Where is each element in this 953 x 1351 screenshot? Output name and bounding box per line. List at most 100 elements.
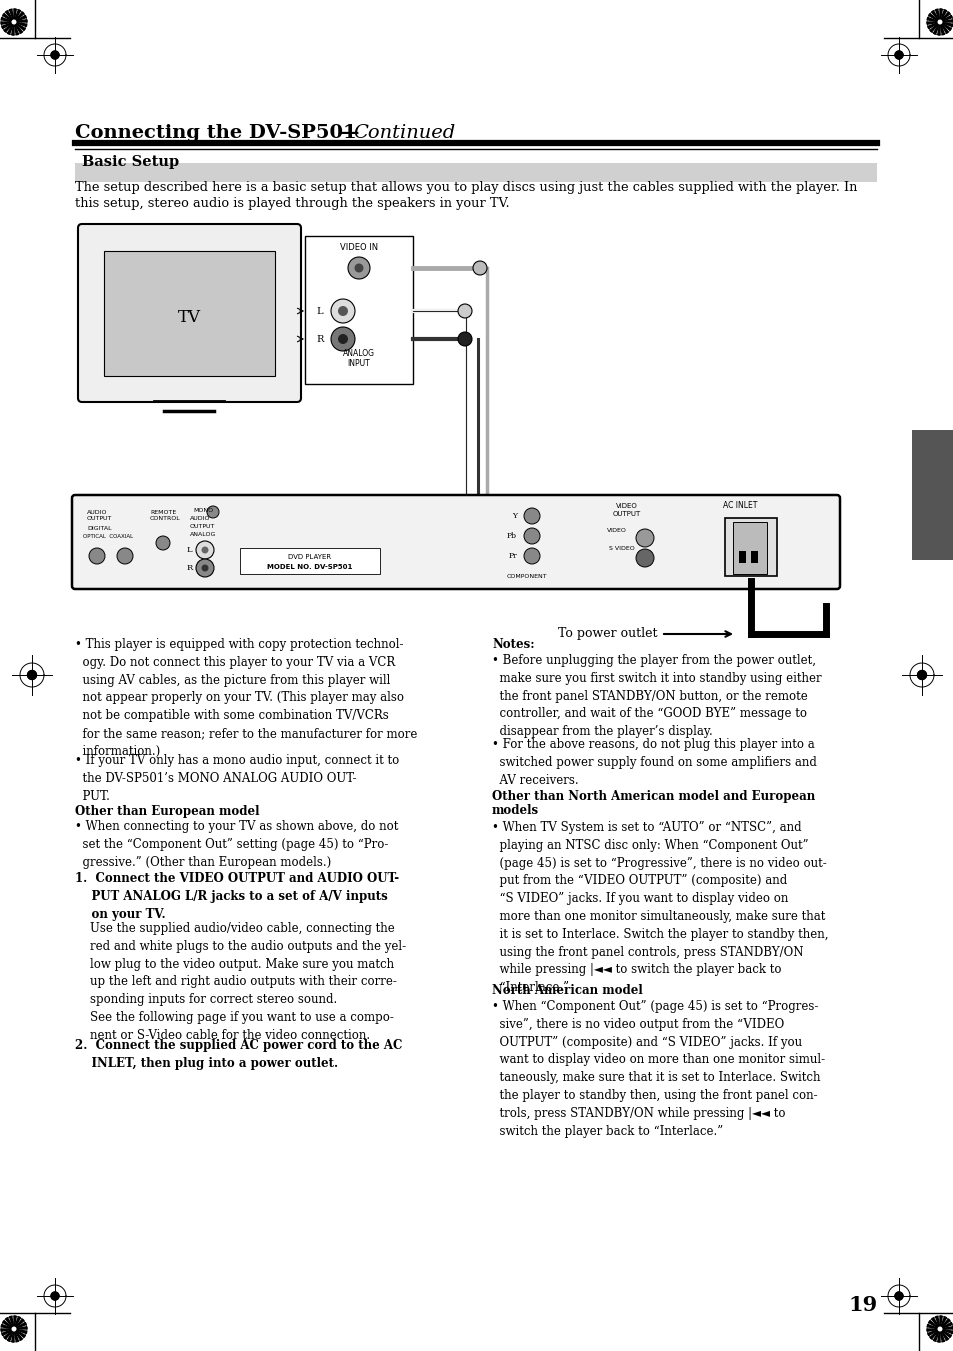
Text: • When TV System is set to “AUTO” or “NTSC”, and
  playing an NTSC disc only: Wh: • When TV System is set to “AUTO” or “NT…	[492, 821, 827, 994]
Circle shape	[523, 549, 539, 563]
Polygon shape	[929, 22, 939, 32]
Bar	[305, 236, 413, 384]
Polygon shape	[8, 1329, 14, 1342]
Text: OUTPUT: OUTPUT	[612, 511, 640, 517]
Text: VIDEO: VIDEO	[606, 528, 626, 534]
Text: COMPONENT: COMPONENT	[506, 574, 547, 580]
Bar	[240, 549, 379, 574]
Polygon shape	[32, 670, 36, 676]
Polygon shape	[928, 14, 939, 22]
Text: VIDEO IN: VIDEO IN	[339, 243, 377, 253]
Text: INPUT: INPUT	[347, 359, 370, 367]
Polygon shape	[933, 22, 939, 34]
Bar	[724, 517, 776, 576]
Text: • When “Component Out” (page 45) is set to “Progres-
  sive”, there is no video : • When “Component Out” (page 45) is set …	[492, 1000, 824, 1138]
Text: VIDEO: VIDEO	[616, 503, 638, 509]
Polygon shape	[14, 22, 25, 30]
Text: North American model: North American model	[492, 984, 642, 997]
Text: ANALOG: ANALOG	[343, 349, 375, 358]
Polygon shape	[3, 14, 14, 22]
Polygon shape	[14, 20, 27, 22]
Text: AC INLET: AC INLET	[722, 501, 757, 509]
Polygon shape	[898, 51, 902, 55]
Polygon shape	[1, 18, 14, 22]
Polygon shape	[935, 9, 939, 22]
Polygon shape	[898, 1292, 902, 1296]
Polygon shape	[14, 22, 18, 35]
Text: ANALOG: ANALOG	[190, 532, 216, 536]
Circle shape	[937, 19, 942, 24]
Polygon shape	[14, 1316, 16, 1329]
Circle shape	[331, 327, 355, 351]
Text: • This player is equipped with copy protection technol-
  ogy. Do not connect th: • This player is equipped with copy prot…	[75, 638, 417, 758]
Polygon shape	[4, 22, 14, 32]
Polygon shape	[929, 1329, 939, 1339]
Bar	[739, 551, 745, 563]
Circle shape	[937, 1327, 942, 1332]
Text: • Before unplugging the player from the power outlet,
  make sure you first swit: • Before unplugging the player from the …	[492, 654, 821, 738]
Polygon shape	[14, 9, 20, 22]
Circle shape	[156, 536, 170, 550]
Circle shape	[457, 304, 472, 317]
Polygon shape	[921, 676, 925, 680]
Text: Pb: Pb	[506, 532, 517, 540]
Polygon shape	[931, 1317, 939, 1329]
Circle shape	[636, 549, 654, 567]
Polygon shape	[14, 1329, 25, 1337]
Circle shape	[201, 547, 209, 554]
Text: Y: Y	[512, 512, 517, 520]
Polygon shape	[894, 1296, 898, 1300]
Polygon shape	[926, 22, 939, 24]
Text: Other than European model: Other than European model	[75, 805, 259, 817]
Polygon shape	[10, 9, 14, 22]
Polygon shape	[55, 1292, 59, 1296]
Polygon shape	[8, 22, 14, 34]
Text: R: R	[187, 563, 193, 571]
Polygon shape	[10, 1316, 14, 1329]
Polygon shape	[2, 22, 14, 28]
Polygon shape	[1, 1329, 14, 1331]
Polygon shape	[939, 1316, 942, 1329]
Circle shape	[117, 549, 132, 563]
Polygon shape	[935, 1316, 939, 1329]
Polygon shape	[939, 1329, 952, 1333]
Bar	[750, 551, 758, 563]
Circle shape	[89, 549, 105, 563]
Polygon shape	[898, 1296, 902, 1300]
FancyBboxPatch shape	[78, 224, 301, 403]
Circle shape	[195, 540, 213, 559]
Text: L: L	[187, 546, 193, 554]
Text: • If your TV only has a mono audio input, connect it to
  the DV-SP501’s MONO AN: • If your TV only has a mono audio input…	[75, 754, 399, 802]
Polygon shape	[939, 12, 949, 22]
Text: AUDIO
OUTPUT: AUDIO OUTPUT	[87, 509, 112, 520]
Text: Use the supplied audio/video cable, connecting the
    red and white plugs to th: Use the supplied audio/video cable, conn…	[75, 921, 406, 1042]
Text: MODEL NO. DV-SP501: MODEL NO. DV-SP501	[267, 563, 353, 570]
Polygon shape	[939, 15, 951, 22]
Polygon shape	[14, 1329, 22, 1340]
Polygon shape	[55, 1296, 59, 1300]
Polygon shape	[939, 1319, 949, 1329]
Polygon shape	[1, 22, 14, 24]
Polygon shape	[939, 9, 945, 22]
Polygon shape	[14, 15, 26, 22]
Text: MONO: MONO	[193, 508, 213, 513]
Text: • For the above reasons, do not plug this player into a
  switched power supply : • For the above reasons, do not plug thi…	[492, 738, 816, 786]
Polygon shape	[28, 670, 32, 676]
Text: OUTPUT: OUTPUT	[190, 524, 215, 530]
Polygon shape	[928, 1321, 939, 1329]
Polygon shape	[894, 1292, 898, 1296]
Polygon shape	[14, 22, 27, 27]
Text: TV: TV	[177, 309, 200, 327]
Polygon shape	[937, 1329, 939, 1342]
Polygon shape	[939, 9, 942, 22]
Circle shape	[355, 263, 363, 273]
Text: this setup, stereo audio is played through the speakers in your TV.: this setup, stereo audio is played throu…	[75, 197, 509, 209]
Polygon shape	[51, 51, 55, 55]
Circle shape	[331, 299, 355, 323]
Polygon shape	[14, 1317, 20, 1329]
Polygon shape	[931, 11, 939, 22]
Text: AUDIO: AUDIO	[190, 516, 211, 521]
Bar	[75, 163, 876, 182]
Circle shape	[473, 261, 486, 276]
Polygon shape	[55, 55, 59, 59]
